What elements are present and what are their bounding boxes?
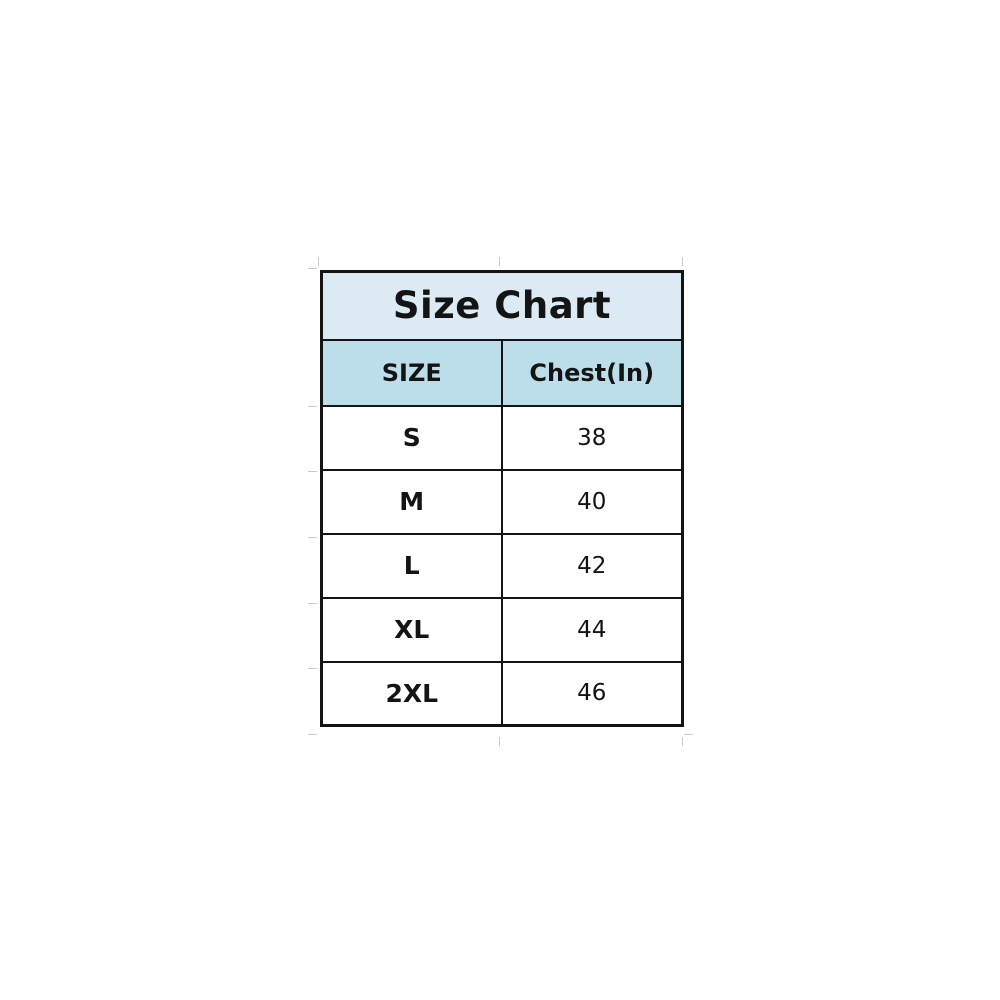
table-row: S 38 [320,404,684,471]
gridline-tick [308,471,317,472]
size-label: 2XL [320,660,503,727]
chest-value: 40 [500,468,684,535]
table-row: XL 44 [320,596,684,663]
table-header-row: SIZE Chest(In) [320,338,684,407]
chest-value: 42 [500,532,684,599]
table-row: 2XL 46 [320,660,684,727]
gridline-tick [499,257,500,266]
gridline-tick [308,734,317,735]
gridline-tick [308,268,317,269]
size-label: M [320,468,503,535]
size-chart-table: Size Chart SIZE Chest(In) S 38 M 40 L 42… [320,270,684,727]
column-header-chest: Chest(In) [500,338,684,407]
gridline-tick [682,257,683,266]
gridline-tick [499,737,500,746]
gridline-tick [308,537,317,538]
gridline-tick [318,257,319,266]
gridline-tick [308,603,317,604]
column-header-size: SIZE [320,338,503,407]
chest-value: 46 [500,660,684,727]
chest-value: 38 [500,404,684,471]
gridline-tick [308,668,317,669]
size-label: L [320,532,503,599]
table-row: M 40 [320,468,684,535]
size-label: S [320,404,503,471]
table-row: L 42 [320,532,684,599]
gridline-tick [684,734,693,735]
gridline-tick [308,406,317,407]
gridline-tick [682,737,683,746]
size-label: XL [320,596,503,663]
chest-value: 44 [500,596,684,663]
table-title: Size Chart [320,270,684,341]
table-title-row: Size Chart [320,270,684,341]
